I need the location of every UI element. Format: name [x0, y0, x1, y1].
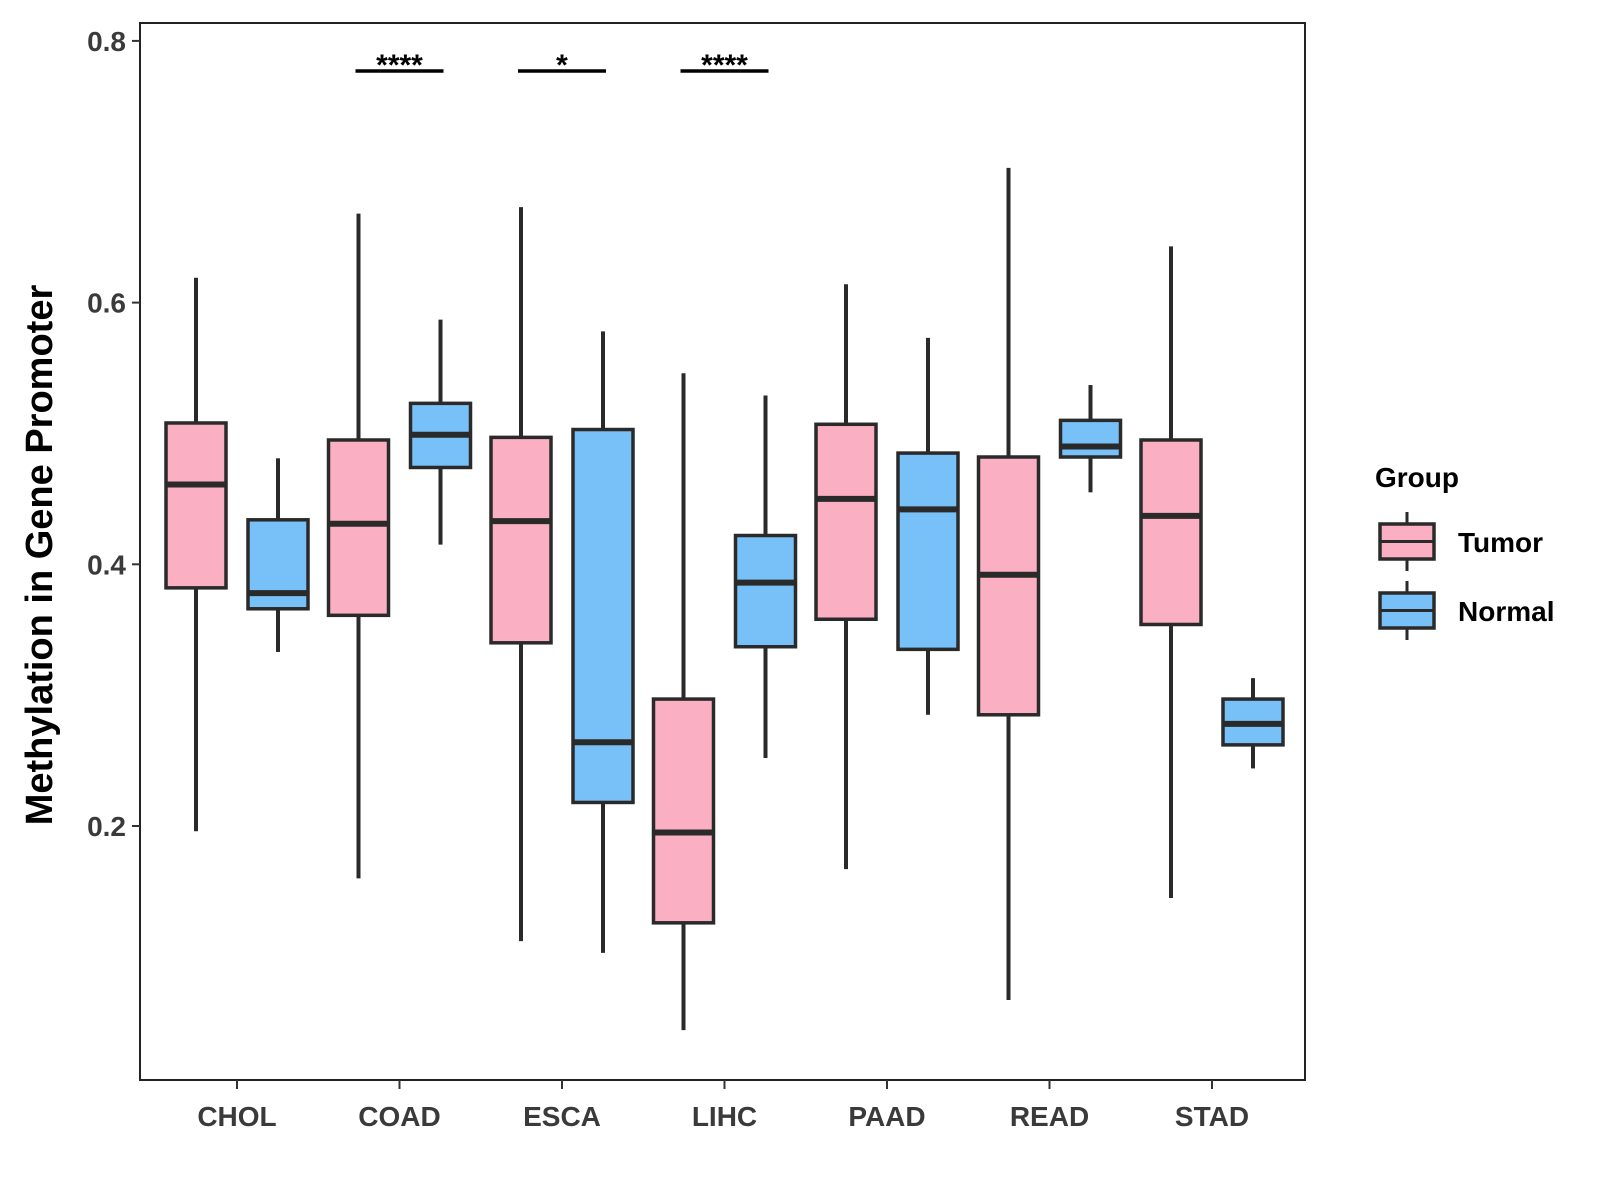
x-tick-label: PAAD	[848, 1101, 925, 1132]
y-tick-label: 0.2	[87, 811, 126, 842]
box-tumor-stad	[1139, 246, 1203, 898]
box-body	[1139, 438, 1203, 627]
legend-label: Normal	[1458, 596, 1554, 627]
box-normal-esca	[571, 331, 635, 953]
box-normal-lihc	[733, 395, 798, 758]
x-tick-label: READ	[1010, 1101, 1089, 1132]
x-tick-label: COAD	[358, 1101, 440, 1132]
box-normal-read	[1058, 385, 1123, 493]
box-tumor-read	[976, 167, 1041, 1001]
legend-item-normal: Normal	[1378, 581, 1554, 640]
x-tick-label: ESCA	[523, 1101, 601, 1132]
box-normal-paad	[896, 337, 960, 715]
legend: Group Tumor Normal	[1375, 462, 1554, 640]
box-normal-coad	[408, 319, 473, 545]
y-axis-title: Methylation in Gene Promoter	[19, 285, 61, 826]
box-tumor-chol	[164, 277, 228, 832]
plot-panel	[139, 22, 1306, 1081]
box-tumor-esca	[489, 207, 553, 942]
box-tumor-coad	[326, 213, 391, 879]
x-tick-label: CHOL	[197, 1101, 276, 1132]
box-normal-stad	[1221, 678, 1285, 769]
box-tumor-paad	[814, 284, 878, 870]
box-body	[896, 451, 960, 652]
significance-label: *	[556, 49, 568, 82]
box-body	[651, 697, 716, 925]
y-tick-label: 0.6	[87, 288, 126, 319]
x-tick-label: STAD	[1175, 1101, 1249, 1132]
box-layer	[164, 167, 1285, 1031]
box-body	[1058, 418, 1123, 459]
legend-item-tumor: Tumor	[1378, 512, 1543, 571]
box-tumor-lihc	[651, 373, 716, 1031]
significance-label: ****	[701, 49, 748, 82]
x-axis: CHOL COAD ESCA LIHC PAAD READ STAD	[197, 1080, 1249, 1132]
legend-label: Tumor	[1458, 527, 1543, 558]
box-body	[733, 533, 798, 649]
box-body	[164, 421, 228, 590]
significance-layer: **** * ****	[355, 49, 769, 82]
legend-title: Group	[1375, 462, 1459, 493]
box-body	[489, 435, 553, 645]
box-body	[571, 427, 635, 805]
y-tick-label: 0.4	[87, 549, 126, 580]
x-tick-label: LIHC	[692, 1101, 757, 1132]
y-axis: 0.2 0.4 0.6 0.8	[87, 26, 140, 842]
significance-label: ****	[376, 49, 423, 82]
y-tick-label: 0.8	[87, 26, 126, 57]
box-body	[976, 455, 1041, 717]
box-body	[814, 422, 878, 622]
box-body	[326, 438, 391, 618]
box-normal-chol	[246, 458, 310, 652]
